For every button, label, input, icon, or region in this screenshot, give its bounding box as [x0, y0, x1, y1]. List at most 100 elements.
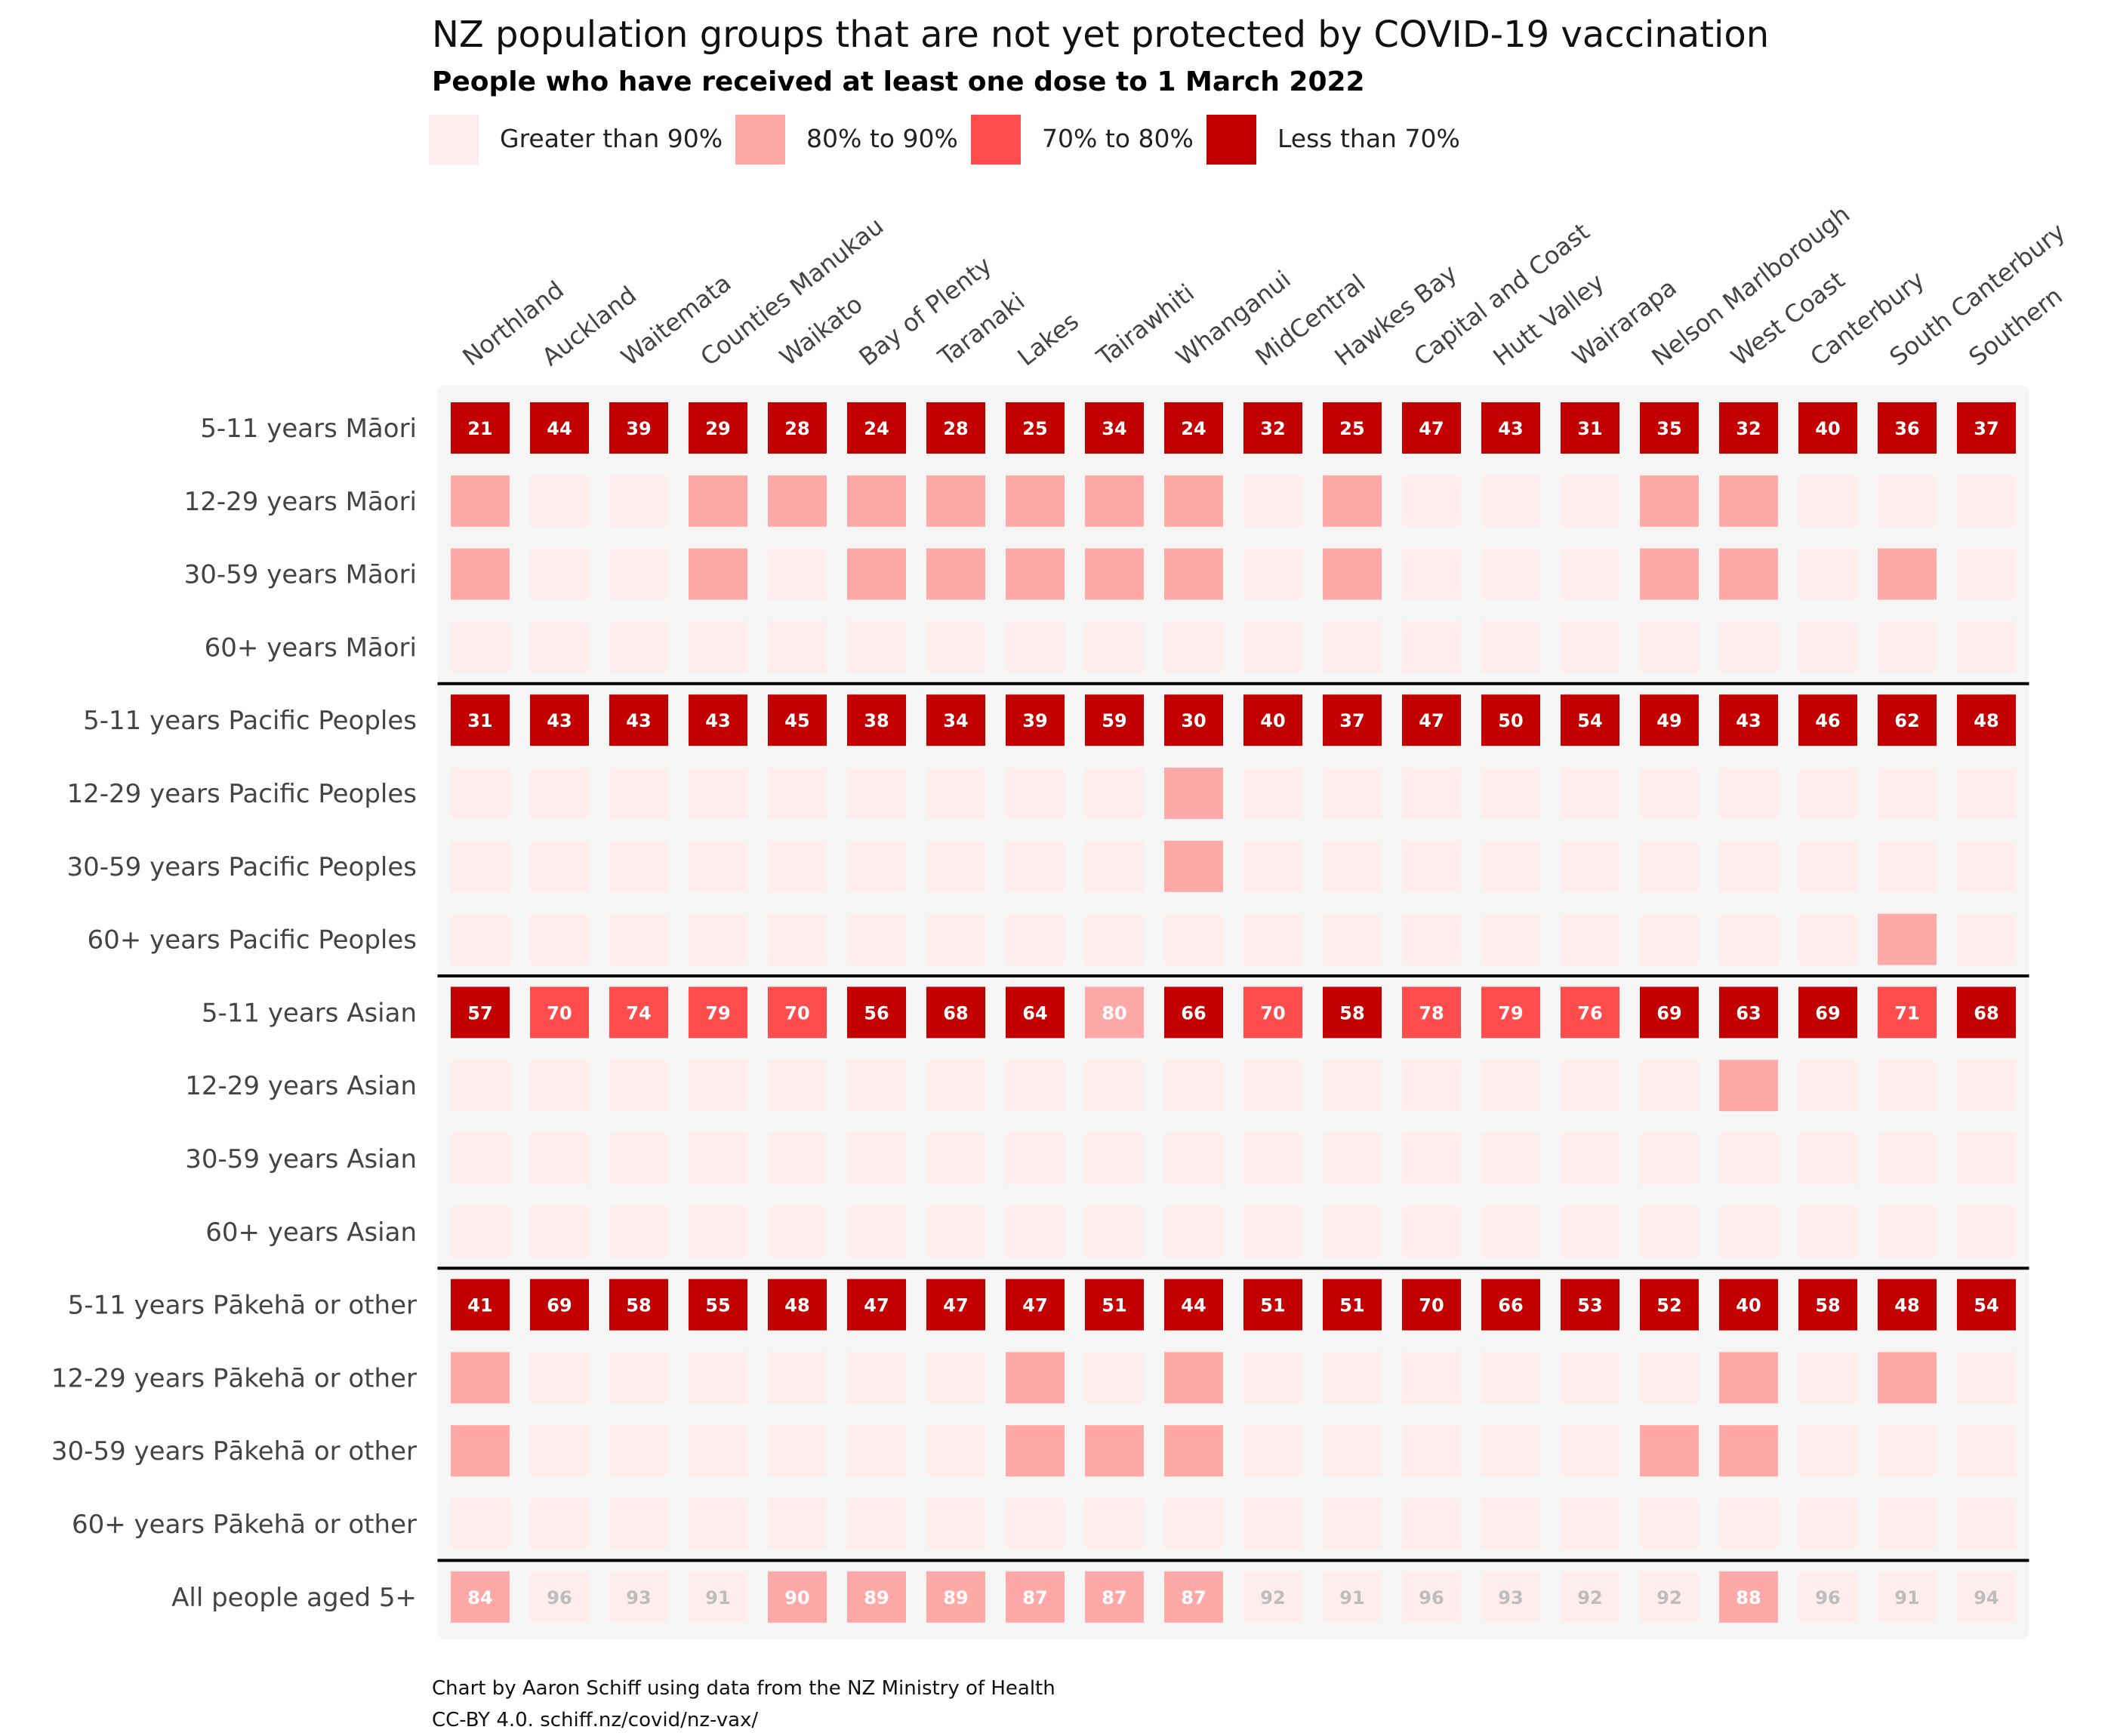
heatmap-cell-30-59-years-pacific-peoples-tairawhiti [1085, 840, 1144, 892]
legend-swatch-gt90 [429, 115, 479, 165]
heatmap-cell-5-11-years-p-keh-or-other-counties-manukau [689, 1279, 747, 1331]
heatmap-cell-5-11-years-m-ori-counties-manukau [689, 402, 747, 454]
heatmap-cell-60-years-asian-whanganui [1164, 1205, 1223, 1257]
heatmap-cell-60-years-p-keh-or-other-hawkes-bay [1323, 1498, 1382, 1550]
heatmap-cell-30-59-years-pacific-peoples-taranaki [926, 840, 985, 892]
heatmap-cell-5-11-years-m-ori-nelson-marlborough [1640, 402, 1699, 454]
heatmap-cell-30-59-years-pacific-peoples-waitemata [609, 840, 668, 892]
heatmap-cell-5-11-years-asian-waikato [768, 987, 827, 1039]
row-label-30-59-years-p-keh-or-other: 30-59 years Pākehā or other [51, 1436, 417, 1467]
heatmap-cell-12-29-years-p-keh-or-other-capital-and-coast [1402, 1352, 1461, 1404]
heatmap-cell-5-11-years-m-ori-hawkes-bay [1323, 402, 1382, 454]
cell-label-5-11-years-asian-south-canterbury: 71 [1894, 1002, 1919, 1023]
cell-label-all-people-aged-5-wairarapa: 92 [1577, 1587, 1602, 1608]
legend-label-70-80: 70% to 80% [1042, 124, 1194, 153]
cell-label-5-11-years-m-ori-northland: 21 [467, 418, 492, 439]
heatmap-cell-12-29-years-m-ori-south-canterbury [1878, 475, 1937, 527]
heatmap-cell-30-59-years-m-ori-capital-and-coast [1402, 548, 1461, 600]
heatmap-cell-30-59-years-asian-auckland [530, 1133, 589, 1184]
cell-label-5-11-years-p-keh-or-other-taranaki: 47 [943, 1295, 968, 1316]
heatmap-cell-60-years-asian-wairarapa [1561, 1205, 1619, 1257]
heatmap-cell-12-29-years-asian-northland [451, 1060, 510, 1112]
heatmap-cell-12-29-years-p-keh-or-other-hawkes-bay [1323, 1352, 1382, 1404]
cell-label-5-11-years-pacific-peoples-west-coast: 43 [1736, 710, 1761, 731]
heatmap-cell-30-59-years-m-ori-bay-of-plenty [847, 548, 906, 600]
cell-label-5-11-years-asian-whanganui: 66 [1181, 1002, 1206, 1023]
heatmap-cell-30-59-years-p-keh-or-other-nelson-marlborough [1640, 1425, 1699, 1477]
caption-line-2: CC-BY 4.0. schiff.nz/covid/nz-vax/ [432, 1709, 759, 1731]
heatmap-cell-60-years-asian-hutt-valley [1481, 1205, 1540, 1257]
row-label-12-29-years-asian: 12-29 years Asian [185, 1071, 417, 1101]
heatmap-cell-5-11-years-p-keh-or-other-southern [1957, 1279, 2016, 1331]
heatmap-cell-12-29-years-m-ori-southern [1957, 475, 2016, 527]
heatmap-cell-5-11-years-p-keh-or-other-whanganui [1164, 1279, 1223, 1331]
cell-label-5-11-years-p-keh-or-other-midcentral: 51 [1260, 1295, 1285, 1316]
heatmap-cell-30-59-years-pacific-peoples-hutt-valley [1481, 840, 1540, 892]
heatmap-cell-60-years-asian-tairawhiti [1085, 1205, 1144, 1257]
cell-label-all-people-aged-5-canterbury: 96 [1815, 1587, 1840, 1608]
heatmap-cell-all-people-aged-5-counties-manukau [689, 1571, 747, 1623]
heatmap-cell-12-29-years-asian-waitemata [609, 1060, 668, 1112]
cell-label-5-11-years-p-keh-or-other-wairarapa: 53 [1577, 1295, 1602, 1316]
heatmap-cell-12-29-years-asian-southern [1957, 1060, 2016, 1112]
heatmap-cell-12-29-years-p-keh-or-other-auckland [530, 1352, 589, 1404]
heatmap-cell-12-29-years-m-ori-taranaki [926, 475, 985, 527]
heatmap-cell-all-people-aged-5-hawkes-bay [1323, 1571, 1382, 1623]
heatmap-cell-30-59-years-p-keh-or-other-midcentral [1243, 1425, 1302, 1477]
cell-label-5-11-years-m-ori-south-canterbury: 36 [1894, 418, 1919, 439]
heatmap-cell-12-29-years-asian-auckland [530, 1060, 589, 1112]
heatmap-cell-12-29-years-m-ori-canterbury [1798, 475, 1857, 527]
row-label-60-years-m-ori: 60+ years Māori [205, 633, 417, 663]
heatmap-cell-60-years-pacific-peoples-south-canterbury [1878, 913, 1937, 965]
cell-label-5-11-years-p-keh-or-other-northland: 41 [467, 1295, 492, 1316]
heatmap-cell-12-29-years-asian-midcentral [1243, 1060, 1302, 1112]
legend-label-lt70: Less than 70% [1277, 124, 1460, 153]
cell-label-5-11-years-asian-southern: 68 [1974, 1002, 1998, 1023]
heatmap-cell-12-29-years-p-keh-or-other-whanganui [1164, 1352, 1223, 1404]
heatmap-cell-60-years-p-keh-or-other-whanganui [1164, 1498, 1223, 1550]
heatmap-cell-all-people-aged-5-wairarapa [1561, 1571, 1619, 1623]
heatmap-cell-12-29-years-pacific-peoples-whanganui [1164, 768, 1223, 819]
heatmap-cell-60-years-m-ori-hutt-valley [1481, 621, 1540, 673]
cell-label-5-11-years-asian-hawkes-bay: 58 [1339, 1002, 1364, 1023]
heatmap-cell-all-people-aged-5-bay-of-plenty [847, 1571, 906, 1623]
heatmap-cell-30-59-years-asian-hutt-valley [1481, 1133, 1540, 1184]
heatmap-cell-30-59-years-pacific-peoples-hawkes-bay [1323, 840, 1382, 892]
cell-label-5-11-years-pacific-peoples-hutt-valley: 50 [1498, 710, 1523, 731]
heatmap-cell-12-29-years-p-keh-or-other-west-coast [1719, 1352, 1778, 1404]
heatmap-cell-all-people-aged-5-south-canterbury [1878, 1571, 1937, 1623]
heatmap-cell-12-29-years-p-keh-or-other-northland [451, 1352, 510, 1404]
cell-label-5-11-years-asian-west-coast: 63 [1736, 1002, 1761, 1023]
heatmap-cell-30-59-years-m-ori-auckland [530, 548, 589, 600]
row-label-5-11-years-p-keh-or-other: 5-11 years Pākehā or other [68, 1291, 417, 1321]
heatmap-cell-30-59-years-p-keh-or-other-west-coast [1719, 1425, 1778, 1477]
heatmap-cell-60-years-p-keh-or-other-hutt-valley [1481, 1498, 1540, 1550]
heatmap-cell-5-11-years-m-ori-whanganui [1164, 402, 1223, 454]
heatmap-cell-60-years-m-ori-nelson-marlborough [1640, 621, 1699, 673]
heatmap-cell-5-11-years-p-keh-or-other-northland [451, 1279, 510, 1331]
heatmap-cell-5-11-years-pacific-peoples-south-canterbury [1878, 694, 1937, 746]
heatmap-cell-60-years-p-keh-or-other-waitemata [609, 1498, 668, 1550]
heatmap-cell-5-11-years-p-keh-or-other-canterbury [1798, 1279, 1857, 1331]
cell-label-all-people-aged-5-hawkes-bay: 91 [1339, 1587, 1364, 1608]
heatmap-cell-5-11-years-pacific-peoples-tairawhiti [1085, 694, 1144, 746]
heatmap-cell-12-29-years-pacific-peoples-bay-of-plenty [847, 768, 906, 819]
heatmap-cell-30-59-years-pacific-peoples-waikato [768, 840, 827, 892]
heatmap-cell-12-29-years-asian-hawkes-bay [1323, 1060, 1382, 1112]
cell-label-5-11-years-p-keh-or-other-hutt-valley: 66 [1498, 1295, 1523, 1316]
cell-label-5-11-years-p-keh-or-other-counties-manukau: 55 [705, 1295, 730, 1316]
heatmap-cell-12-29-years-p-keh-or-other-bay-of-plenty [847, 1352, 906, 1404]
heatmap-cell-12-29-years-pacific-peoples-west-coast [1719, 768, 1778, 819]
heatmap-cell-5-11-years-asian-bay-of-plenty [847, 987, 906, 1039]
row-label-30-59-years-asian: 30-59 years Asian [185, 1144, 417, 1174]
heatmap-cell-60-years-pacific-peoples-nelson-marlborough [1640, 913, 1699, 965]
heatmap-cell-60-years-pacific-peoples-taranaki [926, 913, 985, 965]
heatmap-cell-5-11-years-asian-west-coast [1719, 987, 1778, 1039]
heatmap-cell-12-29-years-asian-canterbury [1798, 1060, 1857, 1112]
cell-label-all-people-aged-5-west-coast: 88 [1736, 1587, 1761, 1608]
cell-label-5-11-years-pacific-peoples-hawkes-bay: 37 [1339, 710, 1364, 731]
heatmap-cell-60-years-asian-canterbury [1798, 1205, 1857, 1257]
heatmap-cell-30-59-years-asian-hawkes-bay [1323, 1133, 1382, 1184]
heatmap-cell-5-11-years-pacific-peoples-southern [1957, 694, 2016, 746]
